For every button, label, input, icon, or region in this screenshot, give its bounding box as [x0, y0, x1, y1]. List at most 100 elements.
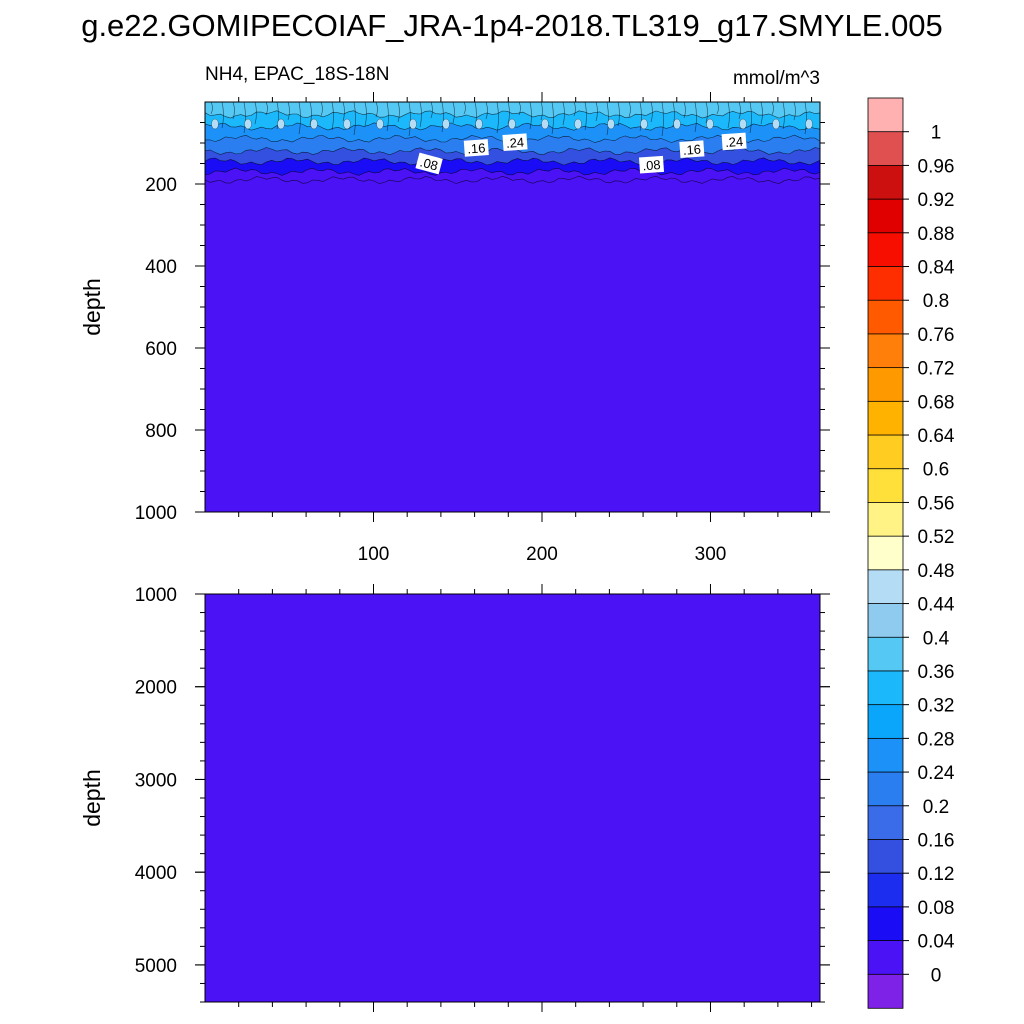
contour-line — [276, 102, 279, 130]
contour-cell — [310, 118, 318, 130]
colorbar-label: 0.12 — [918, 864, 955, 885]
contour-label: .24 — [502, 133, 528, 152]
colorbar-label: 0.2 — [923, 797, 949, 818]
contour-line — [529, 102, 532, 130]
colorbar-label: 0.64 — [918, 426, 955, 447]
contour-line — [749, 102, 752, 134]
contour-line — [716, 102, 719, 115]
colorbar-label: 0 — [931, 965, 942, 986]
colorbar-label: 0.8 — [923, 291, 949, 312]
contour-line — [595, 102, 598, 122]
contour-label-text: .24 — [505, 135, 524, 151]
chart-title: g.e22.GOMIPECOIAF_JRA-1p4-2018.TL319_g17… — [81, 8, 943, 43]
contour-label-box — [679, 140, 705, 159]
contour-line — [683, 102, 686, 119]
colorbar-label: 0.36 — [918, 662, 955, 683]
colorbar-label: 0.68 — [918, 392, 955, 413]
contour-label: .24 — [721, 132, 747, 151]
colorbar-swatch — [867, 333, 904, 369]
contour-line — [705, 102, 708, 124]
contour-label-box — [415, 152, 443, 175]
x-tick-label: 300 — [695, 544, 727, 565]
contour-line — [205, 102, 820, 184]
contour-line — [243, 102, 246, 134]
colorbar-label: 0.28 — [918, 729, 955, 750]
y-tick-label: 4000 — [135, 863, 177, 884]
contour-line — [804, 102, 807, 135]
contour-line — [661, 102, 664, 137]
y-tick-label: 200 — [145, 175, 177, 196]
contour-cell — [574, 118, 582, 130]
upper-panel: .08 .16 .24 .08 .16 .24 100 200 300 200 400 600 800 1… — [79, 92, 830, 565]
contour-line — [353, 102, 356, 136]
colorbar-label: 0.32 — [918, 696, 955, 717]
contour-cell — [343, 118, 351, 130]
colorbar-swatch — [867, 367, 904, 403]
contour-label-box — [502, 133, 528, 152]
y-tick-label: 3000 — [135, 770, 177, 791]
colorbar-label: 0.52 — [918, 527, 955, 548]
contour-label: .08 — [415, 152, 443, 175]
contour-cell — [508, 118, 516, 130]
contour-line — [320, 102, 323, 117]
contour-line — [694, 102, 697, 133]
upper-field — [205, 102, 820, 512]
contour-line — [364, 102, 367, 127]
panel-subtitle: NH4, EPAC_18S-18N — [205, 64, 390, 85]
y-tick-label: 1000 — [135, 585, 177, 606]
colorbar-swatch — [867, 468, 904, 504]
contour-line — [419, 102, 422, 128]
contour-line — [210, 102, 213, 115]
contour-line — [562, 102, 565, 126]
contour-line — [540, 102, 543, 121]
colorbar-swatch — [867, 771, 904, 807]
contour-cell — [673, 118, 681, 130]
y-tick-label: 400 — [145, 257, 177, 278]
colorbar-label: 0.6 — [923, 460, 949, 481]
colorbar-label: 0.08 — [918, 898, 955, 919]
lower-field — [205, 594, 820, 1002]
contour-cell — [640, 118, 648, 130]
contour-line — [727, 102, 730, 129]
contour-label: .16 — [679, 140, 705, 159]
contour-line — [606, 102, 609, 136]
contour-line — [441, 102, 444, 133]
contour-label-text: .24 — [725, 134, 744, 150]
colorbar-label: 0.04 — [918, 932, 955, 953]
contour-line — [452, 102, 455, 124]
contour-cell — [442, 118, 450, 130]
contour-cell — [739, 118, 747, 130]
lower-panel: 1000 2000 3000 4000 5000 depth — [79, 584, 830, 1012]
contour-line — [331, 102, 334, 131]
contour-label-box — [463, 139, 489, 157]
contour-label-box — [721, 132, 747, 151]
contour-label-text: .16 — [467, 140, 486, 156]
colorbar-swatch — [867, 973, 904, 1009]
contour-line — [650, 102, 653, 123]
contour-line — [793, 102, 796, 121]
colorbar-swatch — [867, 232, 904, 268]
colorbar-swatch — [867, 97, 904, 133]
colorbar-swatch — [867, 839, 904, 874]
contour-cell — [706, 118, 714, 130]
colorbar: 1 0.96 0.92 0.88 0.84 0.8 0.76 0.72 0.68 0.64 0.6 0… — [867, 97, 955, 1009]
contour-line — [205, 102, 820, 119]
colorbar-label: 0.24 — [918, 763, 955, 784]
contour-cell — [772, 118, 780, 130]
y-axis-label: depth — [79, 278, 105, 336]
contour-line — [573, 102, 576, 117]
colorbar-swatch — [867, 131, 904, 167]
contour-line — [397, 102, 400, 123]
contour-line — [782, 102, 785, 130]
contour-line — [518, 102, 521, 116]
contour-line — [496, 102, 499, 134]
colorbar-swatch — [867, 266, 904, 301]
colorbar-swatch — [867, 198, 904, 234]
colorbar-label: 0.56 — [918, 493, 955, 514]
contour-cell — [277, 118, 285, 130]
colorbar-label: 0.4 — [923, 628, 950, 649]
y-axis-label: depth — [79, 769, 105, 827]
colorbar-label: 0.96 — [918, 156, 955, 177]
contour-line — [617, 102, 620, 127]
